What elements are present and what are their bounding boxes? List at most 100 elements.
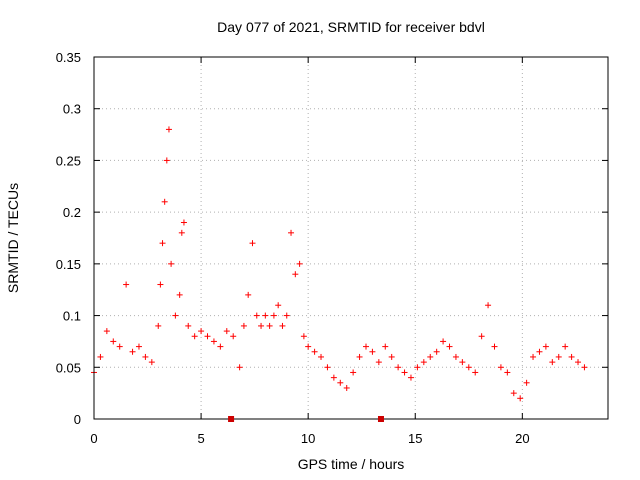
data-point xyxy=(382,343,389,350)
data-point xyxy=(270,312,277,319)
data-point xyxy=(485,302,492,309)
data-point xyxy=(459,359,466,366)
data-point xyxy=(103,328,110,335)
data-point xyxy=(163,157,170,164)
data-point xyxy=(253,312,260,319)
data-point xyxy=(575,359,582,366)
data-point xyxy=(318,353,325,360)
data-point xyxy=(549,359,556,366)
data-point xyxy=(536,348,543,355)
data-point xyxy=(258,322,265,329)
x-tick-label: 10 xyxy=(301,431,315,446)
data-point xyxy=(407,374,414,381)
data-point xyxy=(420,359,427,366)
data-point xyxy=(555,353,562,360)
y-axis-label: SRMTID / TECUs xyxy=(5,183,21,293)
data-point xyxy=(240,322,247,329)
data-point xyxy=(362,343,369,350)
data-point xyxy=(110,338,117,345)
data-point xyxy=(266,322,273,329)
data-point xyxy=(161,198,168,205)
data-point xyxy=(292,271,299,278)
data-point xyxy=(311,348,318,355)
data-point xyxy=(97,353,104,360)
data-point xyxy=(446,343,453,350)
data-point xyxy=(497,364,504,371)
data-point xyxy=(452,353,459,360)
data-point xyxy=(375,359,382,366)
data-points xyxy=(91,126,588,402)
data-point xyxy=(478,333,485,340)
data-point xyxy=(324,364,331,371)
data-point xyxy=(245,291,252,298)
data-point xyxy=(530,353,537,360)
data-point xyxy=(172,312,179,319)
data-point xyxy=(337,379,344,386)
y-tick-label: 0.05 xyxy=(56,360,81,375)
data-point xyxy=(296,260,303,267)
gap-marker xyxy=(228,416,235,422)
gap-marker xyxy=(377,416,384,422)
y-tick-label: 0.15 xyxy=(56,257,81,272)
data-point xyxy=(350,369,357,376)
data-point xyxy=(165,126,172,133)
y-tick-label: 0 xyxy=(74,412,81,427)
data-point xyxy=(236,364,243,371)
data-point xyxy=(157,281,164,288)
data-point xyxy=(401,369,408,376)
data-point xyxy=(288,229,295,236)
data-point xyxy=(440,338,447,345)
data-point xyxy=(204,333,211,340)
data-point xyxy=(275,302,282,309)
data-point xyxy=(198,328,205,335)
data-point xyxy=(123,281,130,288)
x-tick-label: 15 xyxy=(408,431,422,446)
gap-markers xyxy=(228,416,384,422)
data-point xyxy=(330,374,337,381)
y-tick-label: 0.1 xyxy=(63,309,81,324)
data-point xyxy=(465,364,472,371)
data-point xyxy=(343,384,350,391)
data-point xyxy=(504,369,511,376)
data-point xyxy=(414,364,421,371)
data-point xyxy=(523,379,530,386)
data-point xyxy=(168,260,175,267)
data-point xyxy=(517,395,524,402)
y-tick-label: 0.25 xyxy=(56,153,81,168)
data-point xyxy=(159,240,166,247)
data-point xyxy=(491,343,498,350)
data-point xyxy=(262,312,269,319)
data-point xyxy=(191,333,198,340)
grid-lines xyxy=(94,57,608,419)
data-point xyxy=(305,343,312,350)
x-axis-label: GPS time / hours xyxy=(298,456,405,472)
data-point xyxy=(427,353,434,360)
data-point xyxy=(217,343,224,350)
data-point xyxy=(562,343,569,350)
data-point xyxy=(568,353,575,360)
x-tick-label: 5 xyxy=(197,431,204,446)
data-point xyxy=(185,322,192,329)
data-point xyxy=(116,343,123,350)
data-point xyxy=(210,338,217,345)
data-point xyxy=(249,240,256,247)
data-point xyxy=(395,364,402,371)
plot-frame xyxy=(93,56,609,420)
data-point xyxy=(223,328,230,335)
x-tick-label: 0 xyxy=(90,431,97,446)
data-point xyxy=(155,322,162,329)
x-tick-label: 20 xyxy=(515,431,529,446)
data-point xyxy=(230,333,237,340)
data-point xyxy=(142,353,149,360)
y-tick-label: 0.3 xyxy=(63,102,81,117)
data-point xyxy=(388,353,395,360)
chart-title: Day 077 of 2021, SRMTID for receiver bdv… xyxy=(217,19,485,35)
data-point xyxy=(176,291,183,298)
data-point xyxy=(178,229,185,236)
data-point xyxy=(542,343,549,350)
data-point xyxy=(135,343,142,350)
data-point xyxy=(300,333,307,340)
data-point xyxy=(283,312,290,319)
data-point xyxy=(356,353,363,360)
